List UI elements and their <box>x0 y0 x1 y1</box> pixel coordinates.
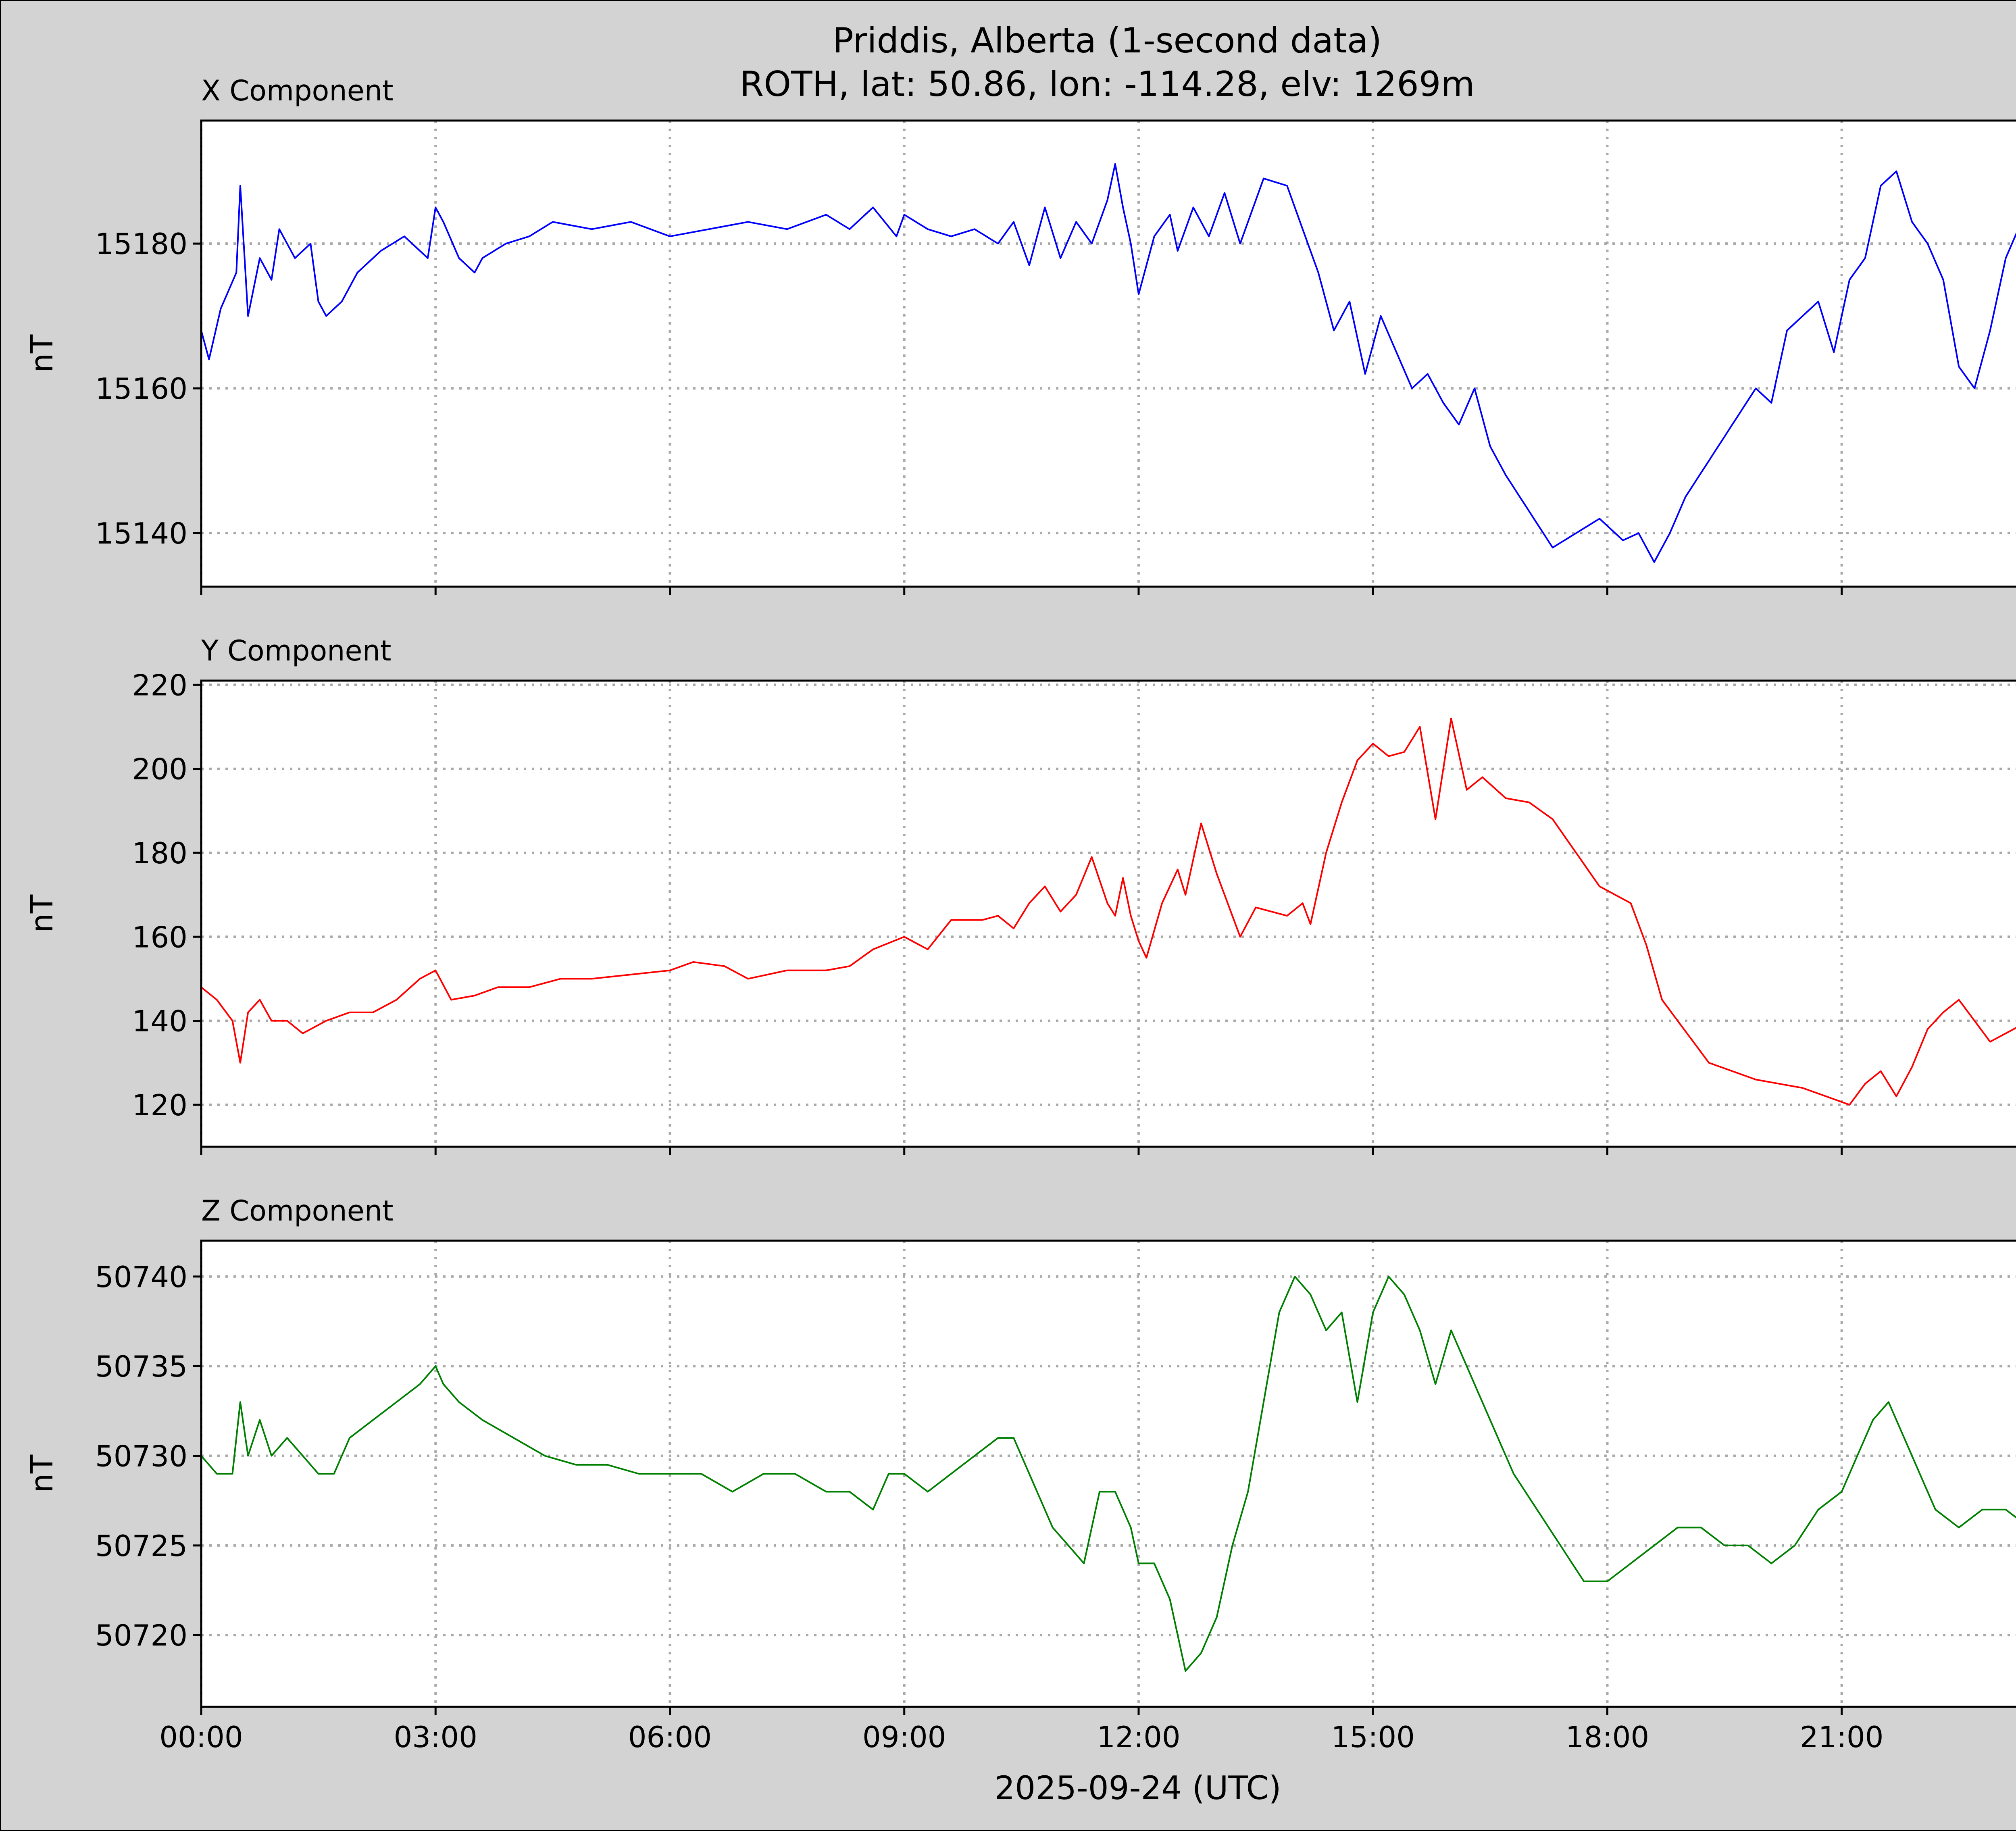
y-tick-label: 15180 <box>95 227 187 261</box>
x-tick-label: 15:00 <box>1331 1720 1415 1754</box>
figure-title-line2: ROTH, lat: 50.86, lon: -114.28, elv: 126… <box>740 64 1475 104</box>
plot-frame <box>200 1239 2016 1708</box>
y-tick-label: 140 <box>132 1004 187 1038</box>
plot-frame <box>200 119 2016 588</box>
plot-frame <box>200 679 2016 1148</box>
y-axis-label: nT <box>24 894 60 933</box>
x-tick-label: 21:00 <box>1800 1720 1884 1754</box>
panel-title: Z Component <box>201 1194 394 1227</box>
x-axis-label: 2025-09-24 (UTC) <box>994 1769 1281 1807</box>
y-tick-label: 50740 <box>95 1260 187 1294</box>
series-line-z-component <box>200 1275 2016 1672</box>
panel-title: X Component <box>201 74 394 107</box>
x-tick-label: 03:00 <box>394 1720 477 1754</box>
plot-area <box>201 121 2016 587</box>
x-tick-label: 09:00 <box>862 1720 946 1754</box>
x-tick-label: 18:00 <box>1566 1720 1649 1754</box>
panel-z-component: 00:00 03:00 06:00 09:00 12:00 15:00 18:00 21:00… <box>24 1194 2016 1754</box>
x-tick-label: 12:00 <box>1097 1720 1181 1754</box>
y-tick-label: 120 <box>132 1088 187 1122</box>
panel-y-component: 120 140 160 180 200 220 Y Component nT <box>24 634 2016 1155</box>
plot-area <box>201 681 2016 1147</box>
y-tick-label: 50720 <box>95 1619 187 1652</box>
figure-title-line1: Priddis, Alberta (1-second data) <box>833 21 1382 61</box>
panel-x-component: 15140 15160 15180 X Component nT <box>24 74 2016 595</box>
chart-panels: 15140 15160 15180 X Component nT 120 140 160 180… <box>24 74 2016 1754</box>
y-tick-label: 160 <box>132 920 187 954</box>
panel-title: Y Component <box>201 634 391 667</box>
y-tick-label: 15140 <box>95 517 187 550</box>
y-tick-label: 50725 <box>95 1529 187 1563</box>
y-tick-label: 15160 <box>95 372 187 406</box>
y-tick-label: 220 <box>132 668 187 702</box>
x-tick-label: 06:00 <box>628 1720 712 1754</box>
series-line-x-component <box>200 163 2016 563</box>
series-line-y-component <box>200 717 2016 1106</box>
y-tick-label: 50730 <box>95 1439 187 1473</box>
y-axis-label: nT <box>24 1454 60 1493</box>
y-tick-label: 200 <box>132 752 187 786</box>
plot-area <box>201 1241 2016 1707</box>
y-tick-label: 180 <box>132 836 187 870</box>
x-tick-label: 00:00 <box>159 1720 243 1754</box>
y-tick-label: 50735 <box>95 1350 187 1383</box>
y-axis-label: nT <box>24 334 60 373</box>
